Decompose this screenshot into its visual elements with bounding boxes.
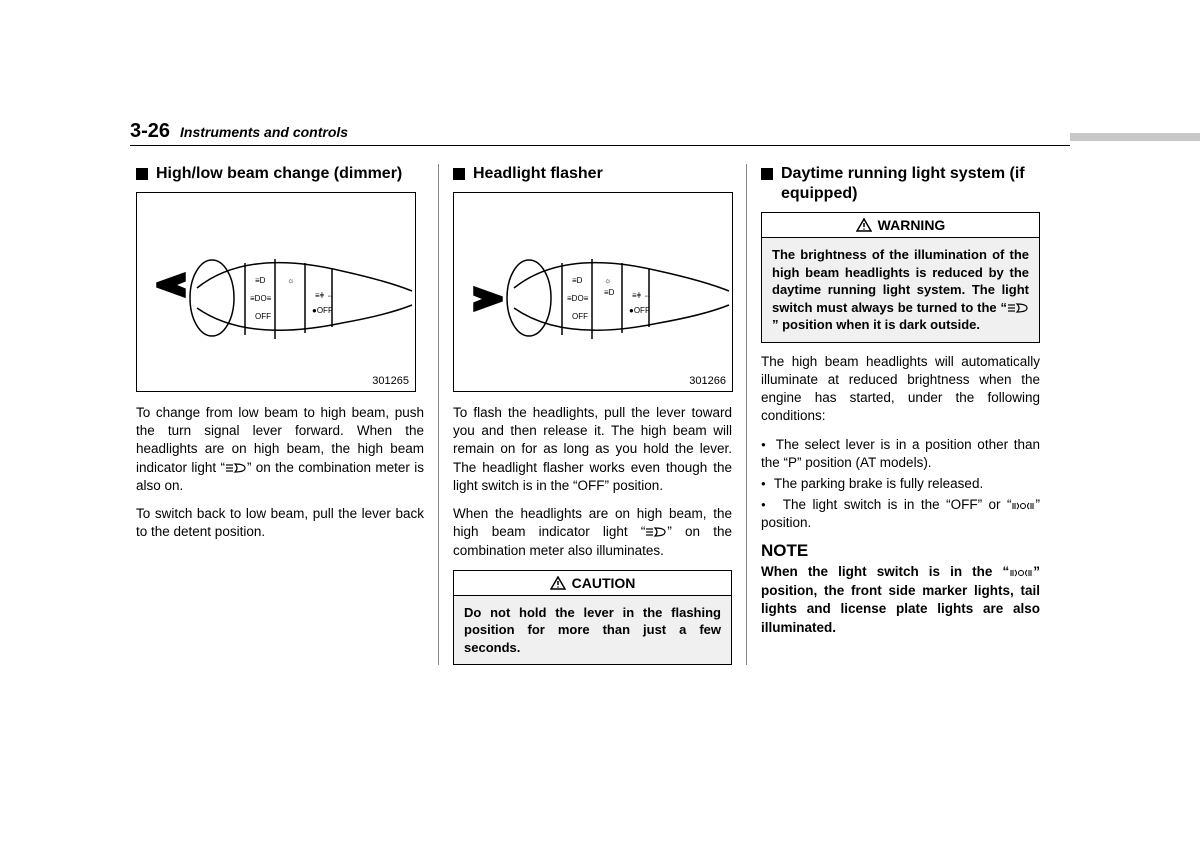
svg-text:≡ǂ ⇔: ≡ǂ ⇔ [632, 291, 652, 300]
figure-number: 301266 [689, 375, 726, 387]
heading-text: Daytime running light system (if equippe… [781, 164, 1040, 204]
figure-number: 301265 [372, 375, 409, 387]
caution-body: Do not hold the lever in the flashing po… [453, 596, 732, 666]
col2-heading: Headlight flasher [453, 164, 732, 184]
heading-text: Headlight flasher [473, 164, 603, 184]
svg-text:OFF: OFF [255, 312, 271, 321]
heading-text: High/low beam change (dimmer) [156, 164, 402, 184]
manual-page: 3-26 Instruments and controls High/low b… [130, 120, 1070, 665]
col2-p2: When the headlights are on high beam, th… [453, 505, 732, 560]
svg-text:≡D: ≡D [604, 288, 615, 297]
header-rule-tail [1070, 133, 1200, 141]
col1-figure: ≡D ≡DO≡ OFF ☼ ≡ǂ ⇔ ●OFF 301265 [136, 192, 416, 392]
headlight-icon [1007, 302, 1029, 314]
svg-text:≡D: ≡D [255, 276, 266, 285]
svg-text:☼: ☼ [604, 276, 611, 285]
list-item: The light switch is in the “OFF” or “” p… [761, 496, 1040, 532]
square-bullet-icon [761, 168, 773, 180]
warning-header: WARNING [761, 212, 1040, 238]
svg-text:≡ǂ ⇔: ≡ǂ ⇔ [315, 291, 335, 300]
col1-heading: High/low beam change (dimmer) [136, 164, 424, 184]
svg-text:●OFF: ●OFF [312, 306, 333, 315]
flasher-lever-illustration: ≡D ≡DO≡ OFF ☼ ≡D ≡ǂ ⇔ ●OFF [454, 193, 732, 389]
page-header: 3-26 Instruments and controls [130, 120, 1070, 146]
caution-label: CAUTION [572, 575, 636, 591]
col3-heading: Daytime running light system (if equippe… [761, 164, 1040, 204]
col3-bullets: The select lever is in a position other … [761, 436, 1040, 533]
warning-body: The brightness of the illumination of th… [761, 238, 1040, 343]
column-3: Daytime running light system (if equippe… [746, 164, 1046, 665]
caution-header: CAUTION [453, 570, 732, 596]
col2-p1: To flash the headlights, pull the lever … [453, 404, 732, 495]
col1-p2: To switch back to low beam, pull the lev… [136, 505, 424, 541]
column-1: High/low beam change (dimmer) [130, 164, 430, 665]
dimmer-lever-illustration: ≡D ≡DO≡ OFF ☼ ≡ǂ ⇔ ●OFF [137, 193, 415, 389]
high-beam-icon [225, 462, 247, 474]
svg-text:●OFF: ●OFF [629, 306, 650, 315]
warning-triangle-icon [550, 576, 566, 590]
high-beam-icon [645, 526, 667, 538]
note-body: When the light switch is in the “” posit… [761, 563, 1040, 639]
warning-triangle-icon [856, 218, 872, 232]
list-item: The select lever is in a position other … [761, 436, 1040, 472]
parking-light-icon [1009, 568, 1033, 578]
list-item: The parking brake is fully released. [761, 475, 1040, 493]
svg-text:☼: ☼ [287, 276, 294, 285]
svg-text:≡DO≡: ≡DO≡ [567, 294, 589, 303]
square-bullet-icon [136, 168, 148, 180]
column-2: Headlight flasher ≡D [438, 164, 738, 665]
square-bullet-icon [453, 168, 465, 180]
svg-text:OFF: OFF [572, 312, 588, 321]
page-number: 3-26 [130, 120, 170, 143]
col1-p1: To change from low beam to high beam, pu… [136, 404, 424, 495]
note-label: NOTE [761, 541, 1040, 561]
col3-p1: The high beam headlights will automatica… [761, 353, 1040, 426]
content-columns: High/low beam change (dimmer) [130, 164, 1070, 665]
section-title: Instruments and controls [180, 124, 348, 140]
svg-text:≡D: ≡D [572, 276, 583, 285]
svg-text:≡DO≡: ≡DO≡ [250, 294, 272, 303]
col2-figure: ≡D ≡DO≡ OFF ☼ ≡D ≡ǂ ⇔ ●OFF 301266 [453, 192, 733, 392]
warning-label: WARNING [878, 217, 946, 233]
parking-light-icon [1011, 501, 1035, 511]
